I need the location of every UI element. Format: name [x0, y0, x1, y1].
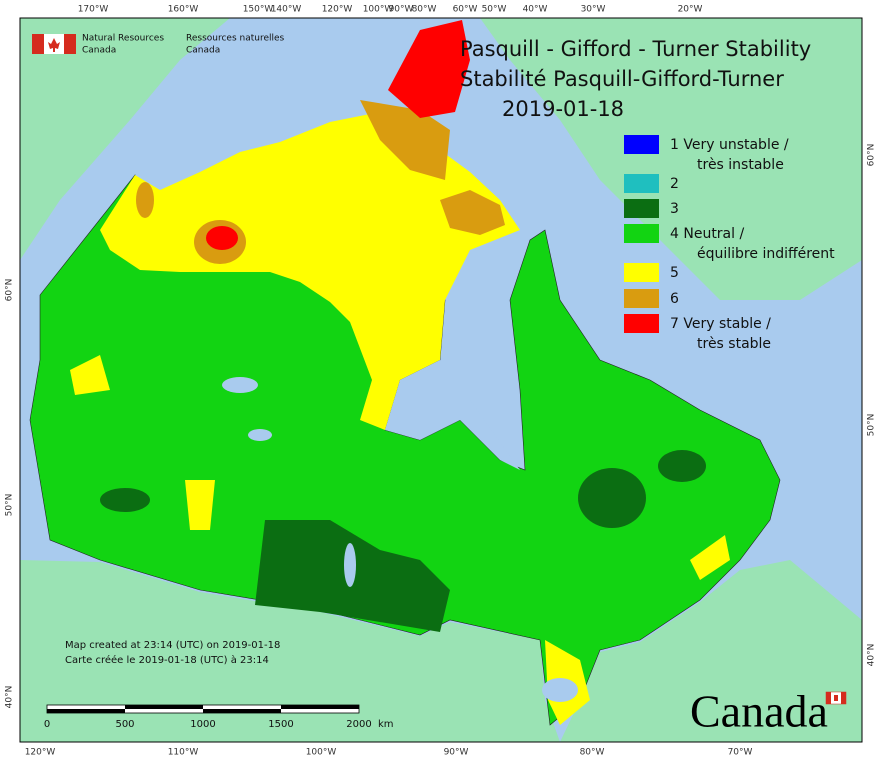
- title: Stabilité Pasquill-Gifford-Turner: [460, 67, 784, 91]
- legend-swatch: [624, 263, 659, 282]
- agency-logo: Natural Resources Canada Ressources natu…: [32, 34, 285, 56]
- legend-label: 7 Very stable /: [670, 316, 771, 332]
- longitude-label: 50°W: [482, 5, 507, 15]
- scale-label: 2000: [346, 719, 371, 730]
- wordmark: Canada: [690, 686, 828, 737]
- zone-7-ellesmere: [388, 20, 470, 118]
- zone-6-yukon: [136, 182, 154, 218]
- scale-label: 1500: [268, 719, 293, 730]
- flag-bar: [64, 34, 76, 54]
- canada-wordmark: Canada: [690, 686, 847, 737]
- legend-swatch: [624, 174, 659, 193]
- note: Carte créée le 2019-01-18 (UTC) à 23:14: [65, 654, 269, 666]
- note: Map created at 23:14 (UTC) on 2019-01-18: [65, 640, 280, 651]
- scale-bar-segment: [203, 709, 281, 713]
- agency-fr: Ressources naturelles: [186, 34, 285, 44]
- latitude-label: 40°N: [867, 644, 877, 667]
- scale-bar: 0 500 1000 1500 2000 km: [44, 704, 394, 730]
- zone-7-delta: [206, 226, 238, 250]
- longitude-label: 90°W: [389, 5, 414, 15]
- map: [19, 17, 863, 743]
- longitude-label: 90°W: [444, 748, 469, 758]
- longitude-label: 70°W: [728, 748, 753, 758]
- agency-en: Canada: [82, 46, 116, 56]
- longitude-label: 60°W: [453, 5, 478, 15]
- longitude-label: 120°W: [25, 748, 56, 758]
- scale-label: 500: [115, 719, 134, 730]
- wordmark-leaf: [834, 695, 838, 701]
- longitude-label: 80°W: [580, 748, 605, 758]
- longitude-label: 110°W: [168, 748, 199, 758]
- zone-5-rockies: [185, 480, 215, 530]
- title-date: 2019-01-18: [502, 97, 624, 121]
- zone-3-quebec: [578, 468, 646, 528]
- scale-unit: km: [378, 719, 394, 730]
- longitude-label: 170°W: [78, 5, 109, 15]
- latitude-label: 60°N: [5, 279, 15, 302]
- legend-label: 1 Very unstable /: [670, 137, 789, 153]
- longitude-label: 80°W: [412, 5, 437, 15]
- lake: [344, 543, 356, 587]
- scale-bar-segment: [281, 705, 359, 709]
- legend-label: 2: [670, 176, 679, 192]
- zone-5-arctic: [100, 112, 520, 430]
- legend-swatch: [624, 224, 659, 243]
- agency-fr: Canada: [186, 46, 220, 56]
- legend-swatch: [624, 199, 659, 218]
- legend-swatch: [624, 289, 659, 308]
- zone-5-yukon: [70, 355, 110, 395]
- longitude-label: 30°W: [581, 5, 606, 15]
- wordmark-flag-bar: [826, 692, 831, 704]
- legend-label: 6: [670, 291, 679, 307]
- legend-swatch: [624, 314, 659, 333]
- alaska: [20, 18, 230, 260]
- scale-label: 0: [44, 719, 50, 730]
- usa-east: [560, 560, 862, 742]
- longitude-label: 20°W: [678, 5, 703, 15]
- legend-label: 3: [670, 201, 679, 217]
- latitude-label: 60°N: [867, 144, 877, 167]
- latitude-label: 40°N: [5, 686, 15, 709]
- latitude-label: 50°N: [5, 494, 15, 517]
- zone-6-baffin: [440, 190, 505, 235]
- zone-3-labrador: [658, 450, 706, 482]
- scale-label: 1000: [190, 719, 215, 730]
- legend-label: 4 Neutral /: [670, 226, 744, 242]
- greenland: [480, 18, 862, 300]
- zone-5-gaspe: [690, 535, 730, 580]
- zone-6-islands: [360, 100, 450, 180]
- longitude-label: 100°W: [306, 748, 337, 758]
- lake: [222, 377, 258, 393]
- longitude-label: 100°W: [363, 5, 394, 15]
- scale-bar-segment: [125, 705, 203, 709]
- legend-label: 5: [670, 265, 679, 281]
- longitude-label: 150°W: [243, 5, 274, 15]
- longitude-label: 160°W: [168, 5, 199, 15]
- longitude-label: 140°W: [271, 5, 302, 15]
- flag-bar: [32, 34, 44, 54]
- title: Pasquill - Gifford - Turner Stability: [460, 37, 811, 61]
- legend-label: très instable: [697, 157, 784, 173]
- legend-label: équilibre indifférent: [697, 246, 835, 262]
- maple-leaf: [48, 38, 60, 52]
- lake: [542, 678, 578, 702]
- hudson-bay: [385, 360, 520, 470]
- agency-en: Natural Resources: [82, 34, 164, 44]
- latitude-label: 50°N: [867, 414, 877, 437]
- wordmark-flag-bar: [841, 692, 846, 704]
- legend-label: très stable: [697, 336, 771, 352]
- longitude-label: 120°W: [322, 5, 353, 15]
- usa: [20, 560, 560, 742]
- longitude-label: 40°W: [523, 5, 548, 15]
- map-frame: [19, 17, 863, 743]
- scale-bar-segment: [47, 709, 125, 713]
- legend: 1 Very unstable / très instable 2 3 4 Neutra…: [624, 135, 835, 352]
- legend-swatch: [624, 135, 659, 154]
- lake: [248, 429, 272, 441]
- zone-3-bc: [100, 488, 150, 512]
